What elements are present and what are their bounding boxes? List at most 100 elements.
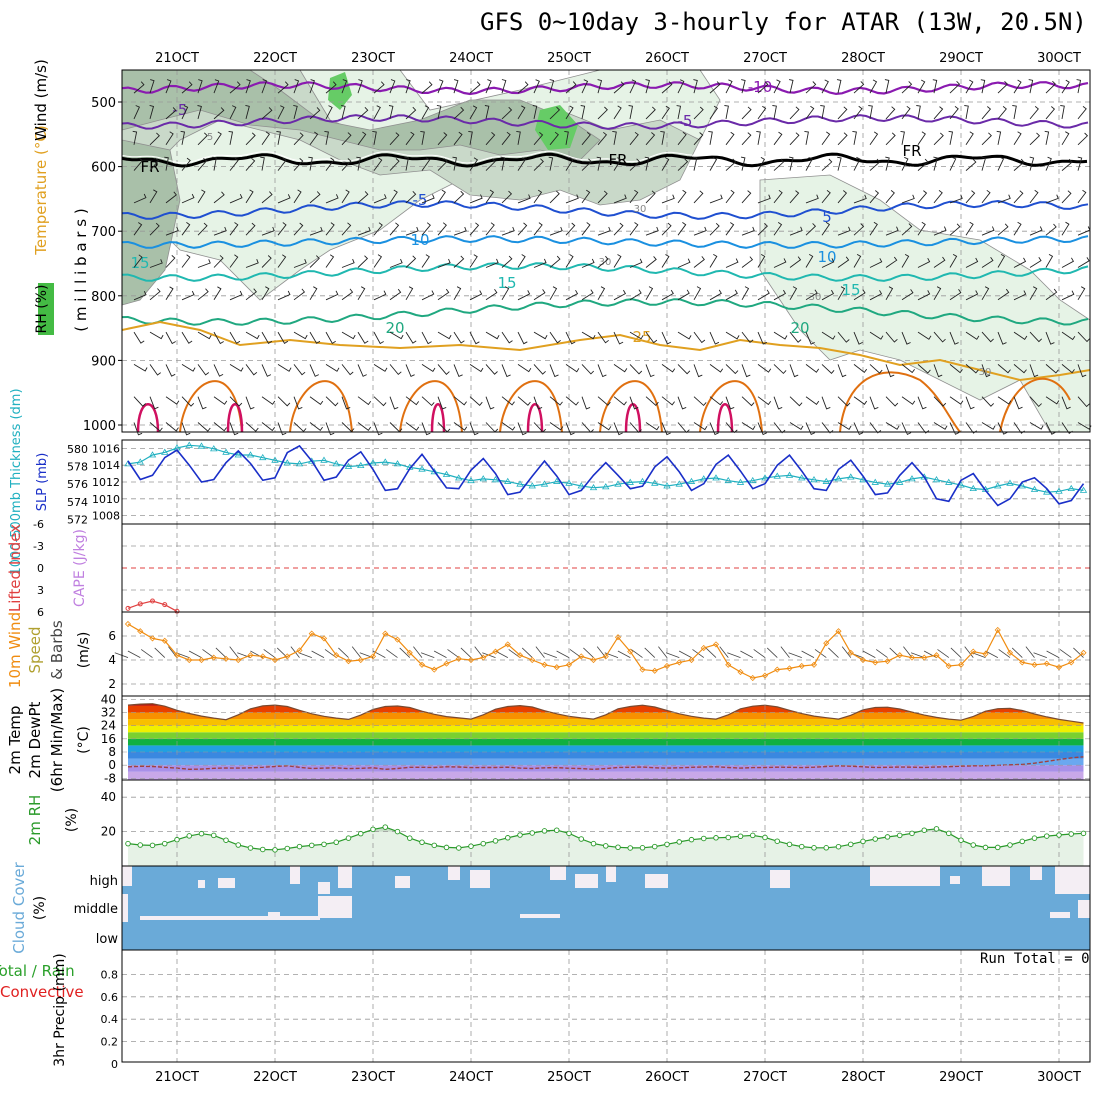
cloud-gap-middle [318, 896, 352, 918]
wind-barb [437, 132, 448, 146]
wind-barb [629, 364, 643, 375]
thickness-point [638, 477, 647, 484]
wind-barb [965, 257, 979, 268]
rh-point [933, 826, 940, 832]
wind-barb [293, 422, 307, 433]
cloud-gap [770, 870, 790, 888]
contour-label: 30 [634, 204, 647, 215]
wind-barb [917, 79, 926, 94]
wind-barb [373, 105, 381, 120]
wind-speed-point [688, 656, 695, 664]
wind-barb [821, 190, 831, 204]
rh-point [884, 834, 891, 840]
wind-barb [981, 156, 987, 171]
wind-barb [433, 650, 447, 658]
wind-barb [773, 396, 783, 410]
wind-barb [996, 130, 1002, 145]
wind-barb [373, 396, 387, 407]
axis-label-wind10: 10m Wind [6, 612, 24, 688]
wind-barb [1025, 646, 1035, 658]
date-axis-top: 21OCT 22OCT 23OCT 24OCT 25OCT 26OCT 27OCT 28OCT… [155, 51, 1081, 66]
wind-barb [629, 79, 637, 94]
wind-barb [389, 331, 404, 340]
wind-barb [965, 290, 979, 301]
axis-label-convective: Convective [0, 983, 84, 1001]
rh-point [1080, 830, 1087, 837]
date-tick-label: 26OCT [645, 1070, 689, 1085]
wind-barb [341, 331, 356, 340]
wind-barb [149, 288, 161, 301]
wind-barb [533, 364, 546, 375]
wind-speed-point [443, 660, 450, 667]
cloud-gap [395, 876, 410, 888]
wind-speed-point [1043, 660, 1050, 667]
wind-barb [1077, 257, 1090, 268]
thickness-point [687, 477, 696, 484]
wind-barb [133, 81, 145, 94]
wind-barb [837, 190, 848, 204]
wind-barb [757, 254, 766, 268]
wind-speed-point [235, 656, 242, 664]
wind-barb [1077, 156, 1083, 171]
wind-barb [341, 189, 350, 204]
wind-barb [389, 364, 402, 376]
thickness-point [369, 459, 377, 466]
wind-barb [469, 331, 480, 345]
wind-speed-point [578, 653, 585, 660]
wind-barb [949, 80, 961, 94]
wind-barb [581, 131, 591, 146]
wind-barb [789, 286, 798, 301]
y-tick-label: 24 [101, 719, 116, 733]
wind-barb [804, 130, 809, 145]
wind-barb [261, 255, 272, 268]
rh-point [1068, 831, 1074, 837]
wind-barb [197, 222, 208, 236]
wind-speed-point [210, 654, 217, 661]
wind-barb [293, 288, 306, 301]
wind-barb [517, 396, 531, 406]
wind-barb [753, 649, 766, 658]
wind-barb [1013, 422, 1025, 434]
wind-barb [405, 286, 414, 301]
isotherm-35 [430, 403, 446, 433]
wind-barb [413, 646, 423, 658]
contour-label: -10 [748, 78, 773, 96]
wind-barb [1046, 650, 1060, 658]
wind-barb [725, 131, 735, 146]
wind-speed-point [394, 636, 401, 643]
wind-barb [869, 258, 883, 268]
thickness-point [320, 456, 328, 463]
thickness-point [185, 441, 193, 448]
wind-barb [869, 79, 878, 94]
wind-barb [901, 194, 915, 204]
wind-barb [1013, 131, 1022, 146]
wind-barb [261, 107, 273, 120]
wind-barb [261, 364, 272, 377]
wind-barb [516, 130, 521, 145]
date-tick-label: 30OCT [1037, 51, 1081, 66]
axis-label-temp: 2m Temp [6, 706, 24, 775]
y-tick-label-right: 1014 [92, 459, 120, 472]
wind-barb [277, 290, 291, 301]
wind-barb [149, 422, 163, 432]
thickness-point [749, 476, 757, 484]
wind-barb [629, 422, 642, 433]
wind-barb [853, 156, 861, 171]
contour-label: 15 [841, 281, 860, 299]
rh-point [566, 830, 572, 837]
wind-barb [677, 258, 691, 268]
wind-barb [1029, 331, 1043, 343]
wind-barb [341, 364, 354, 376]
wind-barb [565, 422, 575, 436]
wind-barb [972, 652, 986, 658]
wind-barb [437, 189, 446, 204]
thickness-point [1006, 479, 1014, 486]
wind-barb [757, 81, 769, 94]
lifted-index-point [150, 598, 155, 604]
wind-barb [1061, 422, 1073, 435]
wind-barb [405, 331, 417, 344]
wind-barb [933, 256, 946, 268]
wind-barb [549, 131, 559, 146]
rh-point [137, 842, 143, 848]
wind-barb [901, 223, 913, 236]
